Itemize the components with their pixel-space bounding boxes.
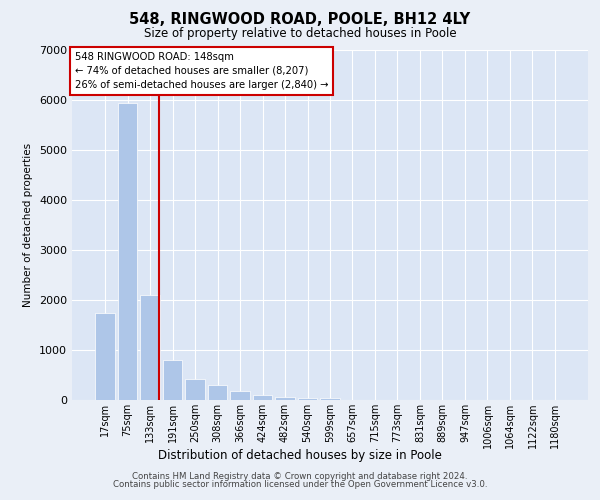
Bar — [275, 397, 295, 400]
Bar — [95, 312, 115, 400]
Text: Distribution of detached houses by size in Poole: Distribution of detached houses by size … — [158, 450, 442, 462]
Bar — [185, 379, 205, 400]
Bar — [320, 398, 340, 400]
Bar — [253, 395, 272, 400]
Bar — [208, 384, 227, 400]
Text: 548, RINGWOOD ROAD, POOLE, BH12 4LY: 548, RINGWOOD ROAD, POOLE, BH12 4LY — [130, 12, 470, 28]
Bar — [140, 295, 160, 400]
Text: Size of property relative to detached houses in Poole: Size of property relative to detached ho… — [143, 28, 457, 40]
Bar — [163, 360, 182, 400]
Text: Contains HM Land Registry data © Crown copyright and database right 2024.: Contains HM Land Registry data © Crown c… — [132, 472, 468, 481]
Bar — [230, 391, 250, 400]
Bar — [118, 102, 137, 400]
Text: Contains public sector information licensed under the Open Government Licence v3: Contains public sector information licen… — [113, 480, 487, 489]
Text: 548 RINGWOOD ROAD: 148sqm
← 74% of detached houses are smaller (8,207)
26% of se: 548 RINGWOOD ROAD: 148sqm ← 74% of detac… — [74, 52, 328, 90]
Y-axis label: Number of detached properties: Number of detached properties — [23, 143, 34, 307]
Bar — [298, 398, 317, 400]
